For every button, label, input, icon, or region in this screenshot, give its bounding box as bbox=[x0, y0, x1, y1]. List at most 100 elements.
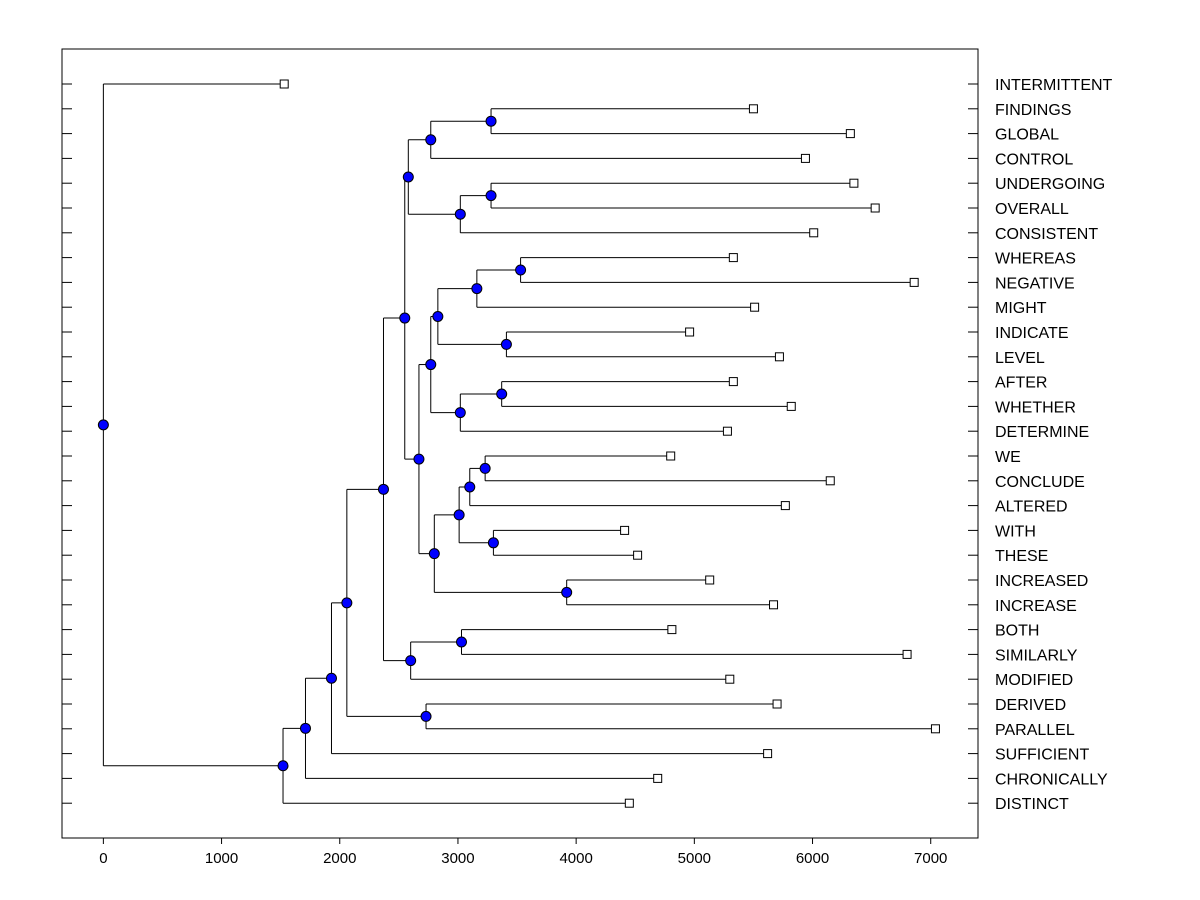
leaf-label: AFTER bbox=[995, 375, 1047, 392]
leaf-marker bbox=[909, 277, 919, 287]
leaf-label: NEGATIVE bbox=[995, 275, 1075, 292]
leaf-marker bbox=[800, 153, 810, 163]
leaf-label: FINDINGS bbox=[995, 102, 1071, 119]
leaf-marker bbox=[930, 724, 940, 734]
leaf-label: MIGHT bbox=[995, 300, 1047, 317]
leaf-marker bbox=[774, 352, 784, 362]
leaf-label: WHETHER bbox=[995, 399, 1076, 416]
x-tick-label: 0 bbox=[99, 850, 107, 867]
leaf-marker bbox=[870, 203, 880, 213]
leaf-label: OVERALL bbox=[995, 201, 1069, 218]
merge-node bbox=[402, 171, 414, 183]
leaf-marker bbox=[728, 377, 738, 387]
leaf-marker bbox=[769, 600, 779, 610]
leaf-label: LEVEL bbox=[995, 350, 1045, 367]
leaf-marker bbox=[685, 327, 695, 337]
merge-node bbox=[561, 586, 573, 598]
merge-node bbox=[485, 190, 497, 202]
branch-lines bbox=[102, 83, 936, 804]
merge-nodes bbox=[97, 115, 573, 772]
x-tick-label: 5000 bbox=[678, 850, 711, 867]
leaf-marker bbox=[825, 476, 835, 486]
merge-node bbox=[464, 481, 476, 493]
leaf-label: INCREASE bbox=[995, 598, 1077, 615]
leaf-label: PARALLEL bbox=[995, 722, 1075, 739]
leaf-marker bbox=[772, 699, 782, 709]
x-tick-label: 3000 bbox=[441, 850, 474, 867]
merge-node bbox=[425, 134, 437, 146]
leaf-label: THESE bbox=[995, 548, 1048, 565]
merge-node bbox=[500, 338, 512, 350]
leaf-marker bbox=[845, 129, 855, 139]
leaf-label: SUFFICIENT bbox=[995, 747, 1089, 764]
merge-node bbox=[453, 509, 465, 521]
leaf-label: CONTROL bbox=[995, 151, 1073, 168]
merge-node bbox=[455, 636, 467, 648]
leaf-label: CONCLUDE bbox=[995, 474, 1085, 491]
leaf-label: SIMILARLY bbox=[995, 647, 1078, 664]
x-tick-label: 2000 bbox=[323, 850, 356, 867]
leaf-marker bbox=[667, 625, 677, 635]
leaf-marker bbox=[666, 451, 676, 461]
leaf-marker bbox=[849, 178, 859, 188]
leaf-label: WHEREAS bbox=[995, 251, 1076, 268]
plot-frame bbox=[61, 48, 979, 839]
leaf-label: DERIVED bbox=[995, 697, 1066, 714]
leaf-marker bbox=[902, 649, 912, 659]
merge-node bbox=[454, 407, 466, 419]
leaf-marker bbox=[722, 426, 732, 436]
leaf-label: CHRONICALLY bbox=[995, 771, 1108, 788]
merge-node bbox=[496, 388, 508, 400]
leaf-label: UNDERGOING bbox=[995, 176, 1105, 193]
leaf-marker bbox=[748, 104, 758, 114]
merge-node bbox=[399, 312, 411, 324]
leaf-marker bbox=[786, 401, 796, 411]
merge-node bbox=[341, 597, 353, 609]
leaf-labels: INTERMITTENT FINDINGS GLOBAL CONTROL UNDERGO… bbox=[995, 77, 1113, 813]
leaf-marker bbox=[624, 798, 634, 808]
leaf-marker bbox=[633, 550, 643, 560]
leaf-label: DISTINCT bbox=[995, 796, 1069, 813]
merge-node bbox=[485, 115, 497, 127]
axis-ticks: 0 1000 2000 3000 4000 5000 6000 7000 bbox=[62, 83, 978, 867]
leaf-label: INDICATE bbox=[995, 325, 1068, 342]
leaf-marker bbox=[725, 674, 735, 684]
leaf-label: DETERMINE bbox=[995, 424, 1089, 441]
leaf-label: INTERMITTENT bbox=[995, 77, 1113, 94]
merge-node bbox=[405, 655, 417, 667]
merge-node bbox=[454, 208, 466, 220]
x-tick-label: 7000 bbox=[914, 850, 947, 867]
x-tick-label: 4000 bbox=[559, 850, 592, 867]
merge-node bbox=[420, 710, 432, 722]
leaf-marker bbox=[750, 302, 760, 312]
leaf-marker bbox=[809, 228, 819, 238]
merge-node bbox=[428, 548, 440, 560]
merge-node bbox=[515, 264, 527, 276]
merge-node bbox=[471, 283, 483, 295]
merge-node bbox=[277, 760, 289, 772]
leaf-label: ALTERED bbox=[995, 499, 1068, 516]
merge-node bbox=[479, 462, 491, 474]
merge-node bbox=[413, 453, 425, 465]
merge-node bbox=[487, 537, 499, 549]
leaf-markers bbox=[279, 79, 940, 808]
merge-node bbox=[299, 722, 311, 734]
leaf-label: INCREASED bbox=[995, 573, 1088, 590]
merge-node bbox=[432, 311, 444, 322]
leaf-marker bbox=[728, 253, 738, 263]
leaf-label: MODIFIED bbox=[995, 672, 1073, 689]
x-tick-label: 1000 bbox=[205, 850, 238, 867]
leaf-label: CONSISTENT bbox=[995, 226, 1098, 243]
merge-node bbox=[325, 672, 337, 684]
leaf-label: WITH bbox=[995, 523, 1036, 540]
leaf-marker bbox=[279, 79, 289, 89]
leaf-label: GLOBAL bbox=[995, 127, 1059, 144]
merge-node bbox=[377, 483, 389, 495]
leaf-label: BOTH bbox=[995, 623, 1039, 640]
leaf-marker bbox=[620, 525, 630, 535]
leaf-label: WE bbox=[995, 449, 1021, 466]
leaf-marker bbox=[763, 749, 773, 759]
leaf-marker bbox=[705, 575, 715, 585]
leaf-marker bbox=[780, 501, 790, 511]
